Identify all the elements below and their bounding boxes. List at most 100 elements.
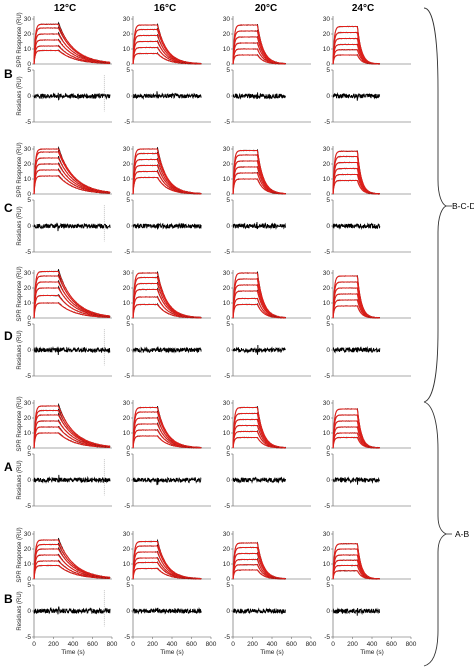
fit-curve bbox=[232, 406, 286, 449]
fit-curve bbox=[332, 408, 380, 449]
fit-curve bbox=[33, 294, 111, 319]
residues-y-tick-label: 0 bbox=[326, 477, 330, 484]
sensorgram-y-tick-label: 20 bbox=[24, 546, 32, 553]
x-axis-label: Time (s) bbox=[61, 649, 85, 656]
data-curve bbox=[332, 559, 380, 580]
data-curve bbox=[132, 147, 202, 195]
x-tick-label: 200 bbox=[48, 641, 59, 648]
sensorgram-y-tick-label: 0 bbox=[326, 191, 330, 198]
data-curve bbox=[332, 548, 381, 580]
sensorgram-y-tick-label: 0 bbox=[326, 445, 330, 452]
residues-y-tick-label: -5 bbox=[224, 119, 230, 126]
data-curve bbox=[132, 410, 202, 449]
fit-curve bbox=[33, 405, 111, 449]
residues-y-tick-label: -5 bbox=[224, 503, 230, 510]
residues-y-tick-label: 0 bbox=[126, 477, 130, 484]
fit-curve bbox=[232, 272, 286, 319]
fit-curve bbox=[332, 564, 380, 580]
residues-y-tick-label: 0 bbox=[27, 608, 31, 615]
data-curve bbox=[332, 420, 381, 449]
residues-y-tick-label: -5 bbox=[25, 373, 31, 380]
sensorgram-y-tick-label: 20 bbox=[123, 546, 131, 553]
sensorgram-y-tick-label: 10 bbox=[223, 46, 231, 53]
fit-curve bbox=[33, 148, 111, 195]
x-tick-label: 600 bbox=[87, 641, 98, 648]
data-curve bbox=[332, 287, 380, 319]
sensorgram-y-tick-label: 30 bbox=[323, 16, 331, 23]
x-tick-label: 200 bbox=[147, 641, 158, 648]
data-curve bbox=[332, 37, 380, 65]
residues-y-tick-label: 0 bbox=[27, 223, 31, 230]
fit-curve bbox=[132, 540, 202, 580]
fit-curve bbox=[332, 436, 380, 449]
residues-y-tick-label: 0 bbox=[126, 223, 130, 230]
x-tick-label: 800 bbox=[306, 641, 317, 648]
sensorgram-y-tick-label: 0 bbox=[226, 576, 230, 583]
residues-y-tick-label: -5 bbox=[25, 249, 31, 256]
residues-trace bbox=[232, 607, 286, 615]
sensorgram-y-tick-label: 30 bbox=[123, 531, 131, 538]
residues-trace bbox=[33, 346, 111, 356]
residues-y-tick-label: 5 bbox=[27, 67, 31, 74]
residues-trace bbox=[232, 476, 287, 484]
data-curve bbox=[332, 150, 380, 195]
x-tick-label: 600 bbox=[386, 641, 397, 648]
data-curve bbox=[332, 31, 380, 65]
data-curve bbox=[332, 43, 381, 65]
residues-y-tick-label: 5 bbox=[326, 451, 330, 458]
sensorgram-y-tick-label: 30 bbox=[223, 270, 231, 277]
data-curve bbox=[332, 432, 381, 449]
fit-curve bbox=[332, 432, 380, 449]
sensorgram-y-tick-label: 0 bbox=[126, 576, 130, 583]
sensorgram-y-tick-label: 10 bbox=[123, 300, 131, 307]
sensorgram-y-tick-label: 10 bbox=[24, 300, 32, 307]
data-curve bbox=[33, 149, 111, 194]
data-curve bbox=[33, 546, 111, 579]
sensorgram-y-tick-label: 0 bbox=[126, 61, 130, 68]
group-label-ab: A-B bbox=[455, 529, 470, 539]
sensorgram-y-tick-label: 0 bbox=[326, 315, 330, 322]
sensorgram-y-tick-label: 20 bbox=[223, 161, 231, 168]
bracket-bcd bbox=[423, 7, 448, 403]
sensorgram-y-label: SPR Response (RU) bbox=[17, 266, 23, 321]
residues-y-tick-label: -5 bbox=[324, 373, 330, 380]
fit-curve bbox=[332, 31, 380, 65]
sensorgram-y-tick-label: 10 bbox=[123, 430, 131, 437]
sensorgram-y-tick-label: 20 bbox=[323, 546, 331, 553]
residues-y-tick-label: 0 bbox=[226, 477, 230, 484]
sensorgram-y-tick-label: 20 bbox=[123, 161, 131, 168]
fit-curve bbox=[132, 24, 202, 65]
sensorgram-y-tick-label: 20 bbox=[24, 31, 32, 38]
x-tick-label: 200 bbox=[247, 641, 258, 648]
sensorgram-y-tick-label: 0 bbox=[126, 445, 130, 452]
residues-trace bbox=[33, 474, 111, 484]
residues-y-tick-label: 5 bbox=[27, 582, 31, 589]
fit-curve bbox=[33, 302, 111, 319]
fit-curve bbox=[332, 287, 380, 319]
sensorgram-y-tick-label: 0 bbox=[226, 315, 230, 322]
sensorgram-y-tick-label: 30 bbox=[223, 400, 231, 407]
fit-curve bbox=[132, 28, 202, 65]
residues-y-tick-label: -5 bbox=[25, 634, 31, 641]
sensorgram-y-tick-label: 20 bbox=[123, 415, 131, 422]
data-curve bbox=[332, 161, 380, 195]
sensorgram-y-tick-label: 10 bbox=[323, 46, 331, 53]
residues-y-tick-label: -5 bbox=[324, 119, 330, 126]
sensorgram-y-tick-label: 10 bbox=[223, 300, 231, 307]
sensorgram-y-tick-label: 30 bbox=[323, 270, 331, 277]
sensorgram-y-tick-label: 10 bbox=[123, 561, 131, 568]
residues-y-label: Residues (RU) bbox=[17, 460, 23, 499]
data-curve bbox=[332, 48, 381, 65]
residues-trace bbox=[332, 222, 381, 231]
row-label-c: C bbox=[4, 201, 13, 215]
sensorgram-y-tick-label: 0 bbox=[226, 445, 230, 452]
x-tick-label: 600 bbox=[286, 641, 297, 648]
sensorgram-y-tick-label: 20 bbox=[323, 31, 331, 38]
fit-curve bbox=[332, 559, 380, 580]
fit-curve bbox=[332, 150, 380, 195]
residues-y-tick-label: 5 bbox=[126, 321, 130, 328]
sensorgram-y-tick-label: 20 bbox=[223, 31, 231, 38]
